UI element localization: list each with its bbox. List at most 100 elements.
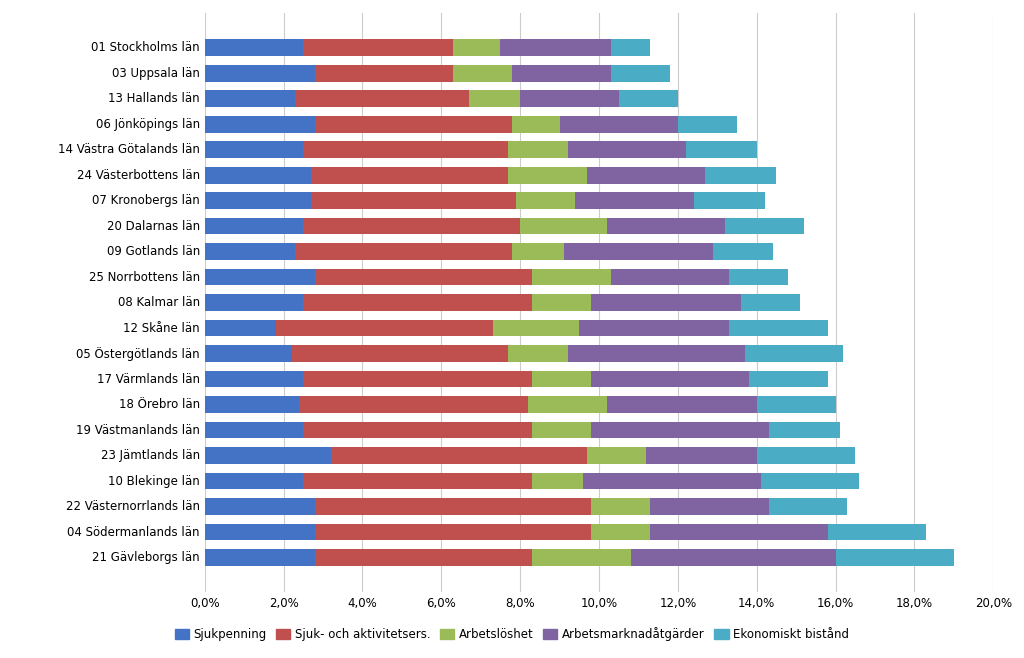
Bar [315, 269, 532, 286]
Bar [331, 447, 587, 464]
Bar [205, 498, 315, 515]
Bar [205, 371, 303, 388]
Bar [501, 39, 611, 56]
Bar [631, 549, 836, 566]
Bar [205, 218, 303, 234]
Bar [559, 116, 678, 132]
Bar [303, 141, 508, 158]
Bar [693, 192, 765, 209]
Bar [454, 65, 512, 82]
Bar [729, 320, 827, 336]
Bar [469, 90, 520, 107]
Bar [591, 294, 741, 311]
Bar [315, 498, 591, 515]
Bar [516, 192, 575, 209]
Bar [706, 167, 776, 184]
Legend: Sjukpenning, Sjuk- och aktivitetsers., Arbetslöshet, Arbetsmarknadåtgärder, Ekon: Sjukpenning, Sjuk- och aktivitetsers., A… [170, 622, 854, 645]
Bar [714, 243, 772, 260]
Bar [508, 167, 587, 184]
Bar [315, 116, 512, 132]
Bar [532, 371, 591, 388]
Bar [205, 549, 315, 566]
Bar [205, 243, 296, 260]
Bar [532, 294, 591, 311]
Bar [827, 524, 927, 540]
Bar [512, 243, 563, 260]
Bar [311, 192, 516, 209]
Bar [611, 65, 670, 82]
Bar [580, 320, 729, 336]
Bar [205, 65, 315, 82]
Bar [591, 498, 650, 515]
Bar [303, 39, 454, 56]
Bar [646, 447, 757, 464]
Bar [757, 396, 836, 413]
Bar [512, 65, 611, 82]
Bar [205, 320, 275, 336]
Bar [205, 192, 311, 209]
Bar [303, 422, 532, 438]
Bar [303, 473, 532, 490]
Bar [205, 90, 296, 107]
Bar [520, 90, 618, 107]
Bar [303, 218, 520, 234]
Bar [205, 447, 331, 464]
Bar [275, 320, 493, 336]
Bar [741, 294, 800, 311]
Bar [618, 90, 678, 107]
Bar [205, 422, 303, 438]
Bar [650, 524, 827, 540]
Bar [292, 345, 508, 362]
Bar [532, 473, 584, 490]
Bar [769, 498, 848, 515]
Bar [567, 141, 686, 158]
Bar [725, 218, 804, 234]
Bar [520, 218, 607, 234]
Bar [757, 447, 855, 464]
Bar [587, 167, 706, 184]
Bar [678, 116, 737, 132]
Bar [686, 141, 757, 158]
Bar [611, 269, 729, 286]
Bar [532, 422, 591, 438]
Bar [205, 116, 315, 132]
Bar [205, 269, 315, 286]
Bar [205, 473, 303, 490]
Bar [567, 345, 744, 362]
Bar [729, 269, 788, 286]
Bar [493, 320, 580, 336]
Bar [591, 422, 769, 438]
Bar [575, 192, 693, 209]
Bar [587, 447, 646, 464]
Bar [532, 549, 631, 566]
Bar [512, 116, 559, 132]
Bar [303, 371, 532, 388]
Bar [315, 65, 454, 82]
Bar [528, 396, 607, 413]
Bar [205, 167, 311, 184]
Bar [744, 345, 844, 362]
Bar [205, 345, 292, 362]
Bar [584, 473, 761, 490]
Bar [454, 39, 501, 56]
Bar [296, 243, 512, 260]
Bar [563, 243, 714, 260]
Bar [650, 498, 769, 515]
Bar [749, 371, 827, 388]
Bar [761, 473, 859, 490]
Bar [296, 90, 469, 107]
Bar [508, 141, 567, 158]
Bar [205, 524, 315, 540]
Bar [205, 39, 303, 56]
Bar [311, 167, 508, 184]
Bar [303, 294, 532, 311]
Bar [607, 218, 725, 234]
Bar [205, 396, 299, 413]
Bar [508, 345, 567, 362]
Bar [315, 549, 532, 566]
Bar [591, 524, 650, 540]
Bar [205, 141, 303, 158]
Bar [299, 396, 528, 413]
Bar [591, 371, 749, 388]
Bar [315, 524, 591, 540]
